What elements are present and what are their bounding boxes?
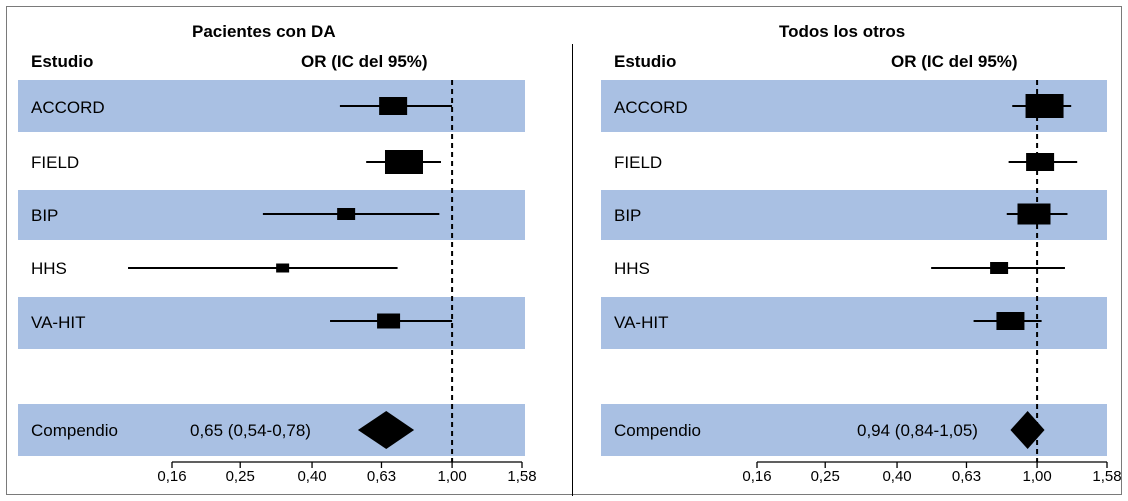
effect-column-header-left: OR (IC del 95%) (301, 52, 428, 71)
study-label: FIELD (31, 153, 80, 172)
study-label: FIELD (614, 153, 663, 172)
study-label: VA-HIT (614, 313, 669, 332)
x-tick-label: 1,00 (437, 468, 466, 485)
point-estimate-square (990, 262, 1009, 274)
point-estimate-square (379, 97, 408, 115)
study-label: BIP (31, 206, 59, 225)
study-band (18, 297, 525, 349)
study-label: BIP (614, 206, 642, 225)
x-tick-label: 0,63 (367, 468, 396, 485)
pooled-band (18, 404, 525, 456)
point-estimate-square (1017, 203, 1051, 225)
study-column-header-left: Estudio (31, 52, 94, 71)
point-estimate-square (384, 150, 423, 174)
study-column-header-right: Estudio (614, 52, 677, 71)
x-tick-label: 0,25 (226, 468, 255, 485)
x-tick-label: 1,58 (507, 468, 536, 485)
study-label: HHS (31, 259, 67, 278)
study-label: ACCORD (614, 98, 688, 117)
point-estimate-square (377, 313, 401, 329)
panel-divider (572, 44, 573, 496)
panel-title-right: Todos los otros (779, 22, 906, 41)
x-tick-label: 0,16 (742, 468, 771, 485)
point-estimate-square (996, 312, 1025, 330)
pooled-diamond (357, 411, 415, 449)
x-tick-label: 1,00 (1022, 468, 1051, 485)
point-estimate-square (1026, 153, 1055, 171)
x-tick-label: 0,40 (297, 468, 326, 485)
x-tick-label: 0,40 (882, 468, 911, 485)
x-tick-label: 0,25 (811, 468, 840, 485)
point-estimate-square (1025, 94, 1064, 118)
x-tick-label: 0,16 (157, 468, 186, 485)
point-estimate-square (337, 208, 356, 220)
pooled-estimate-text: 0,94 (0,84-1,05) (857, 421, 978, 440)
study-label: VA-HIT (31, 313, 86, 332)
figure-frame (6, 6, 1122, 495)
point-estimate-square (276, 263, 290, 273)
effect-column-header-right: OR (IC del 95%) (891, 52, 1018, 71)
x-tick-label: 0,63 (952, 468, 981, 485)
pooled-estimate-text: 0,65 (0,54-0,78) (190, 421, 311, 440)
x-tick-label: 1,58 (1092, 468, 1121, 485)
study-label: ACCORD (31, 98, 105, 117)
study-label: HHS (614, 259, 650, 278)
pooled-diamond (1010, 411, 1045, 449)
panel-title-left: Pacientes con DA (192, 22, 336, 41)
pooled-label: Compendio (614, 421, 701, 440)
pooled-label: Compendio (31, 421, 118, 440)
